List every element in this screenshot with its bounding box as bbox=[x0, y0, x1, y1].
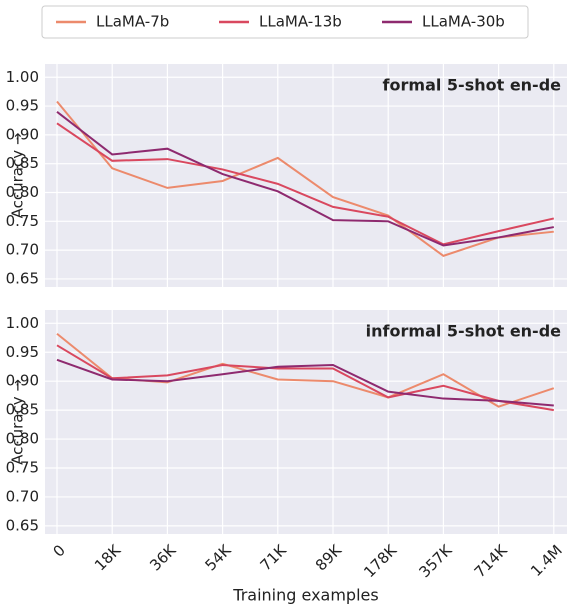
y-tick-label: 0.80 bbox=[6, 183, 39, 201]
plot-area bbox=[45, 64, 567, 287]
x-tick-label: 36K bbox=[146, 540, 180, 574]
y-tick-label: 0.90 bbox=[6, 372, 39, 390]
legend-label: LLaMA-13b bbox=[259, 13, 342, 31]
y-tick-label: 0.80 bbox=[6, 430, 39, 448]
plot-area bbox=[45, 310, 567, 534]
x-tick-label: 714K bbox=[471, 540, 512, 581]
y-tick-label: 0.70 bbox=[6, 487, 39, 505]
line bbox=[56, 111, 554, 247]
y-tick-label: 0.85 bbox=[6, 154, 39, 172]
line bbox=[56, 344, 554, 412]
line bbox=[56, 358, 554, 407]
y-tick-label: 1.00 bbox=[6, 314, 39, 332]
y-axis-label: Accuracy → bbox=[9, 133, 27, 219]
y-tick-label: 0.85 bbox=[6, 401, 39, 419]
y-tick-label: 0.70 bbox=[6, 241, 39, 259]
y-tick-label: 0.95 bbox=[6, 97, 39, 115]
legend-label: LLaMA-30b bbox=[422, 13, 505, 31]
x-axis-label: Training examples bbox=[232, 586, 378, 605]
line bbox=[56, 122, 555, 246]
annotation: formal 5-shot en-de bbox=[383, 76, 562, 95]
annotation: informal 5-shot en-de bbox=[366, 322, 561, 341]
x-tick-label: 54K bbox=[201, 540, 235, 574]
y-tick-label: 0.65 bbox=[6, 269, 39, 287]
x-tick-label: 89K bbox=[312, 540, 346, 574]
y-axis-label: Accuracy → bbox=[9, 379, 27, 465]
x-tick-label: 178K bbox=[360, 540, 401, 581]
x-tick-label: 0 bbox=[50, 541, 69, 560]
y-tick-label: 0.75 bbox=[6, 459, 39, 477]
x-tick-label: 71K bbox=[257, 540, 291, 574]
y-tick-label: 0.65 bbox=[6, 516, 39, 534]
y-tick-label: 1.00 bbox=[6, 68, 39, 86]
x-tick-label: 357K bbox=[415, 540, 456, 581]
line bbox=[56, 100, 554, 257]
x-tick-label: 1.4M bbox=[527, 541, 566, 580]
legend-label: LLaMA-7b bbox=[96, 13, 169, 31]
legend-box bbox=[41, 5, 529, 39]
y-tick-label: 0.95 bbox=[6, 343, 39, 361]
y-tick-label: 0.90 bbox=[6, 125, 39, 143]
x-tick-label: 18K bbox=[91, 540, 125, 574]
y-tick-label: 0.75 bbox=[6, 212, 39, 230]
